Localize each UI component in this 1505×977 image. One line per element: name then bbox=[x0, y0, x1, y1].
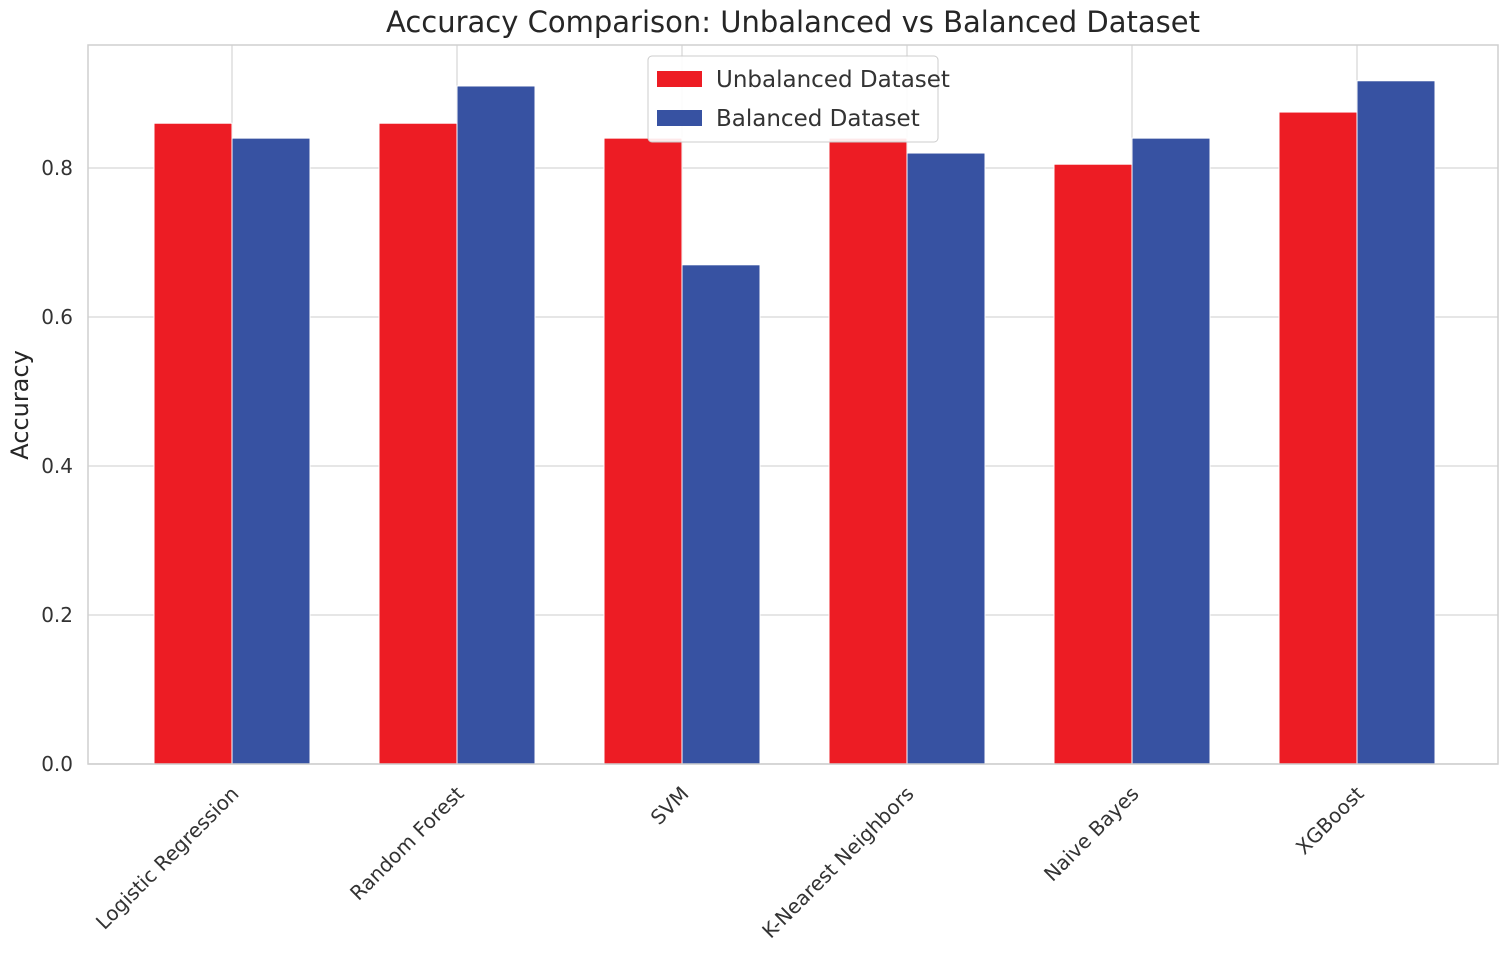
legend-label-balanced: Balanced Dataset bbox=[716, 106, 920, 132]
x-axis-ticks: Logistic Regression Random Forest SVM K-Nea… bbox=[91, 781, 1369, 942]
x-tick-label-naive-bayes: Naive Bayes bbox=[1039, 782, 1144, 887]
plot-frame bbox=[87, 44, 1499, 765]
legend-swatch-balanced bbox=[657, 110, 702, 126]
bar-unbalanced-naive-bayes bbox=[1053, 163, 1133, 765]
legend: Unbalanced Dataset Balanced Dataset bbox=[647, 55, 950, 143]
legend-box bbox=[647, 55, 939, 143]
y-tick-label: 0.4 bbox=[41, 454, 73, 478]
chart-title: Accuracy Comparison: Unbalanced vs Balan… bbox=[386, 5, 1200, 39]
bar-unbalanced-random-forest bbox=[378, 122, 458, 765]
x-tick-label-random-forest: Random Forest bbox=[345, 781, 469, 905]
bar-balanced-random-forest bbox=[456, 85, 536, 765]
y-tick-label: 0.8 bbox=[41, 156, 73, 180]
bar-unbalanced-logistic-regression bbox=[153, 122, 233, 765]
legend-label-unbalanced: Unbalanced Dataset bbox=[716, 67, 950, 93]
x-tick-label-svm: SVM bbox=[646, 782, 694, 830]
bar-balanced-k-nearest-neighbors bbox=[906, 152, 986, 765]
bar-balanced-svm bbox=[681, 264, 761, 765]
bar-balanced-naive-bayes bbox=[1131, 137, 1211, 765]
bar-unbalanced-svm bbox=[603, 137, 683, 765]
y-tick-label: 0.0 bbox=[41, 752, 73, 776]
bar-unbalanced-k-nearest-neighbors bbox=[828, 137, 908, 765]
x-tick-label-logistic-regression: Logistic Regression bbox=[91, 782, 244, 935]
bar-balanced-logistic-regression bbox=[231, 137, 311, 765]
y-tick-label: 0.2 bbox=[41, 603, 73, 627]
y-axis-label: Accuracy bbox=[6, 350, 34, 460]
bar-balanced-xgboost bbox=[1356, 80, 1436, 765]
y-tick-label: 0.6 bbox=[41, 305, 73, 329]
y-axis-ticks: 0.0 0.2 0.4 0.6 0.8 bbox=[41, 156, 73, 776]
bars-layer bbox=[153, 80, 1436, 765]
x-tick-label-k-nearest-neighbors: K-Nearest Neighbors bbox=[757, 782, 918, 943]
legend-swatch-unbalanced bbox=[657, 71, 702, 87]
x-tick-label-xgboost: XGBoost bbox=[1291, 781, 1369, 859]
bar-unbalanced-xgboost bbox=[1278, 111, 1358, 765]
